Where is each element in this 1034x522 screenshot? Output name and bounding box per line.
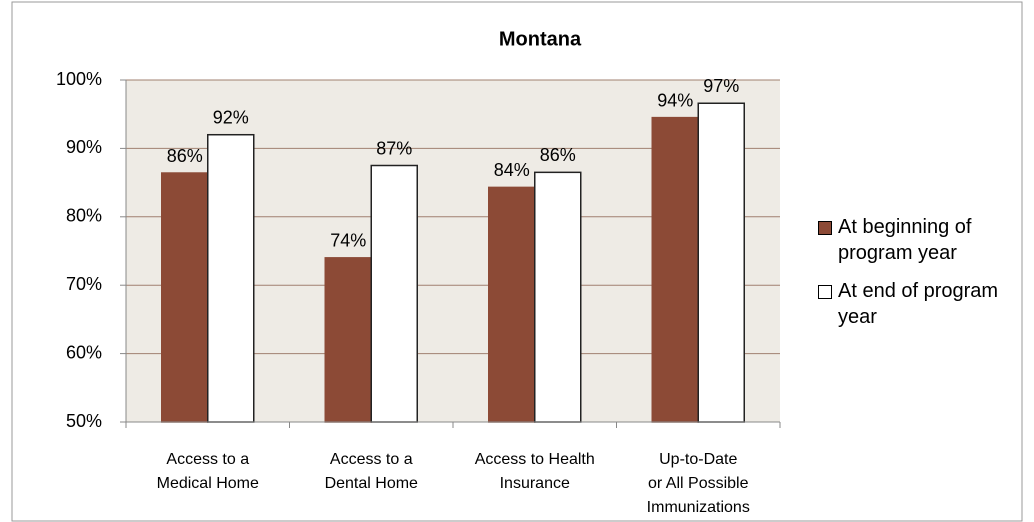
bar bbox=[370, 164, 418, 423]
legend-label: At beginning of program year bbox=[838, 216, 972, 264]
bar bbox=[697, 102, 745, 423]
x-tick-label: Access to a bbox=[330, 451, 413, 468]
bar bbox=[207, 133, 255, 423]
x-tick-label: Access to a bbox=[166, 451, 249, 468]
x-tick-label: Insurance bbox=[500, 475, 570, 492]
bar bbox=[488, 186, 536, 423]
data-label: 86% bbox=[167, 146, 203, 166]
y-tick-label: 70% bbox=[66, 274, 102, 294]
x-tick-label: or All Possible bbox=[648, 475, 749, 492]
data-label: 84% bbox=[494, 160, 530, 180]
legend-swatch bbox=[818, 285, 832, 299]
x-tick-label: Access to Health bbox=[475, 451, 595, 468]
y-tick-label: 60% bbox=[66, 342, 102, 362]
legend: At beginning of program year At end of pr… bbox=[818, 214, 1008, 342]
data-label: 92% bbox=[213, 107, 249, 127]
bar bbox=[161, 172, 209, 423]
bar bbox=[651, 116, 699, 423]
x-tick-label: Medical Home bbox=[157, 475, 259, 492]
data-label: 87% bbox=[376, 138, 412, 158]
x-tick-label: Up-to-Date bbox=[659, 451, 737, 468]
x-tick-label: Immunizations bbox=[647, 499, 750, 516]
chart-title: Montana bbox=[499, 28, 582, 50]
y-tick-label: 80% bbox=[66, 206, 102, 226]
data-label: 97% bbox=[703, 76, 739, 96]
legend-label: At end of program year bbox=[838, 280, 999, 328]
data-label: 74% bbox=[330, 231, 366, 251]
y-tick-label: 90% bbox=[66, 137, 102, 157]
data-label: 94% bbox=[657, 90, 693, 110]
bar bbox=[324, 257, 372, 423]
data-label: 86% bbox=[540, 145, 576, 165]
y-tick-label: 100% bbox=[56, 69, 102, 89]
legend-swatch bbox=[818, 221, 832, 235]
legend-item: At beginning of program year bbox=[818, 214, 1008, 266]
bar bbox=[534, 171, 582, 423]
x-tick-label: Dental Home bbox=[325, 475, 418, 492]
legend-item: At end of program year bbox=[818, 278, 1008, 330]
y-tick-label: 50% bbox=[66, 411, 102, 431]
